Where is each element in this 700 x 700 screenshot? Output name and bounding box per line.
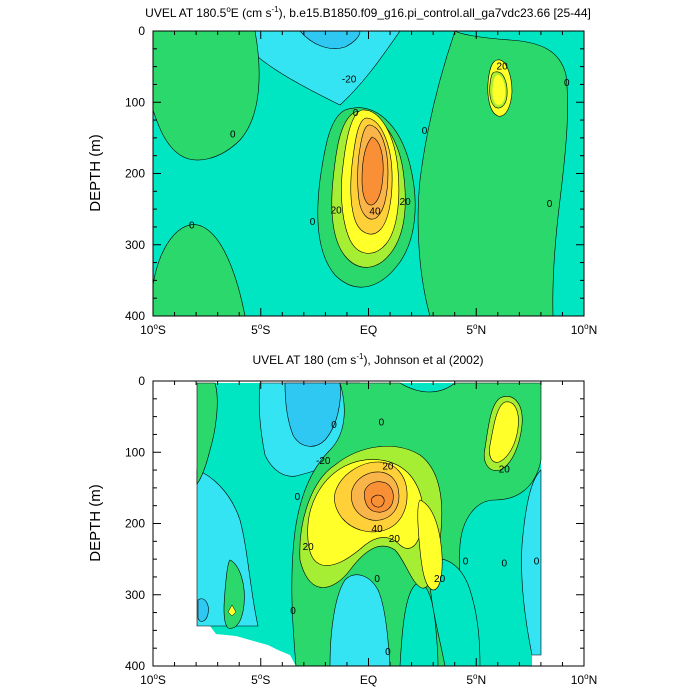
contour-label: 0: [422, 126, 428, 137]
contour-label: 20: [303, 542, 315, 553]
y-tick-label: 0: [138, 24, 145, 38]
contour-label: 0: [385, 647, 391, 658]
panel-model: UVEL AT 180.5oE (cm s-1), b.e15.B1850.f0…: [87, 5, 597, 337]
panel1-y-axis-label: DEPTH (m): [87, 134, 104, 212]
contour-label: 0: [331, 420, 337, 431]
contour-label: 0: [290, 606, 296, 617]
contour-label: 0: [230, 129, 236, 140]
x-tick-label: EQ: [360, 673, 377, 687]
contour-label: 20: [499, 464, 511, 475]
contour-label: 0: [534, 556, 540, 567]
contour-label: 0: [379, 417, 385, 428]
contour-label: 0: [501, 558, 507, 569]
contour-label: -20: [342, 74, 357, 85]
y-tick-label: 200: [125, 167, 145, 181]
x-tick-label: 10oS: [140, 672, 166, 687]
panel2-title: UVEL AT 180 (cm s-1), Johnson et al (200…: [252, 352, 483, 367]
x-tick-label: 5oN: [466, 322, 486, 337]
contour-label: 20: [497, 62, 509, 73]
x-tick-label: 10oN: [571, 322, 597, 337]
panel-observations: UVEL AT 180 (cm s-1), Johnson et al (200…: [87, 352, 597, 687]
contour-label: 20: [382, 462, 394, 473]
y-tick-label: 300: [125, 238, 145, 252]
x-tick-label: 5oS: [251, 322, 270, 337]
contour-label: 40: [372, 524, 384, 535]
x-tick-label: 5oN: [466, 672, 486, 687]
y-tick-label: 300: [125, 588, 145, 602]
y-tick-label: 400: [125, 659, 145, 673]
panel2-contour-field: [196, 382, 542, 666]
contour-label: 0: [353, 108, 359, 119]
contour-label: 0: [295, 492, 301, 503]
contour-label: 0: [564, 78, 570, 89]
contour-label: -20: [316, 456, 331, 467]
contour-label: 0: [189, 221, 195, 232]
x-tick-label: 5oS: [251, 672, 270, 687]
contour-label: 0: [547, 199, 553, 210]
panel1-contour-field: [153, 31, 584, 316]
y-tick-label: 400: [125, 309, 145, 323]
contour-label: 40: [369, 206, 381, 217]
y-tick-label: 0: [138, 374, 145, 388]
contour-label: 0: [310, 217, 316, 228]
x-tick-label: 10oS: [140, 322, 166, 337]
contour-label: 0: [463, 556, 469, 567]
contour-label: 0: [374, 574, 380, 585]
contour-label: 20: [331, 206, 343, 217]
contour-label: 20: [400, 197, 412, 208]
contour-label: 20: [389, 534, 401, 545]
y-tick-label: 100: [125, 95, 145, 109]
y-tick-label: 100: [125, 445, 145, 459]
contour-label: 20: [434, 574, 446, 585]
x-tick-label: 10oN: [571, 672, 597, 687]
panel1-title: UVEL AT 180.5oE (cm s-1), b.e15.B1850.f0…: [145, 5, 591, 20]
panel2-y-axis-label: DEPTH (m): [87, 484, 104, 562]
y-tick-label: 200: [125, 517, 145, 531]
x-tick-label: EQ: [360, 323, 377, 337]
